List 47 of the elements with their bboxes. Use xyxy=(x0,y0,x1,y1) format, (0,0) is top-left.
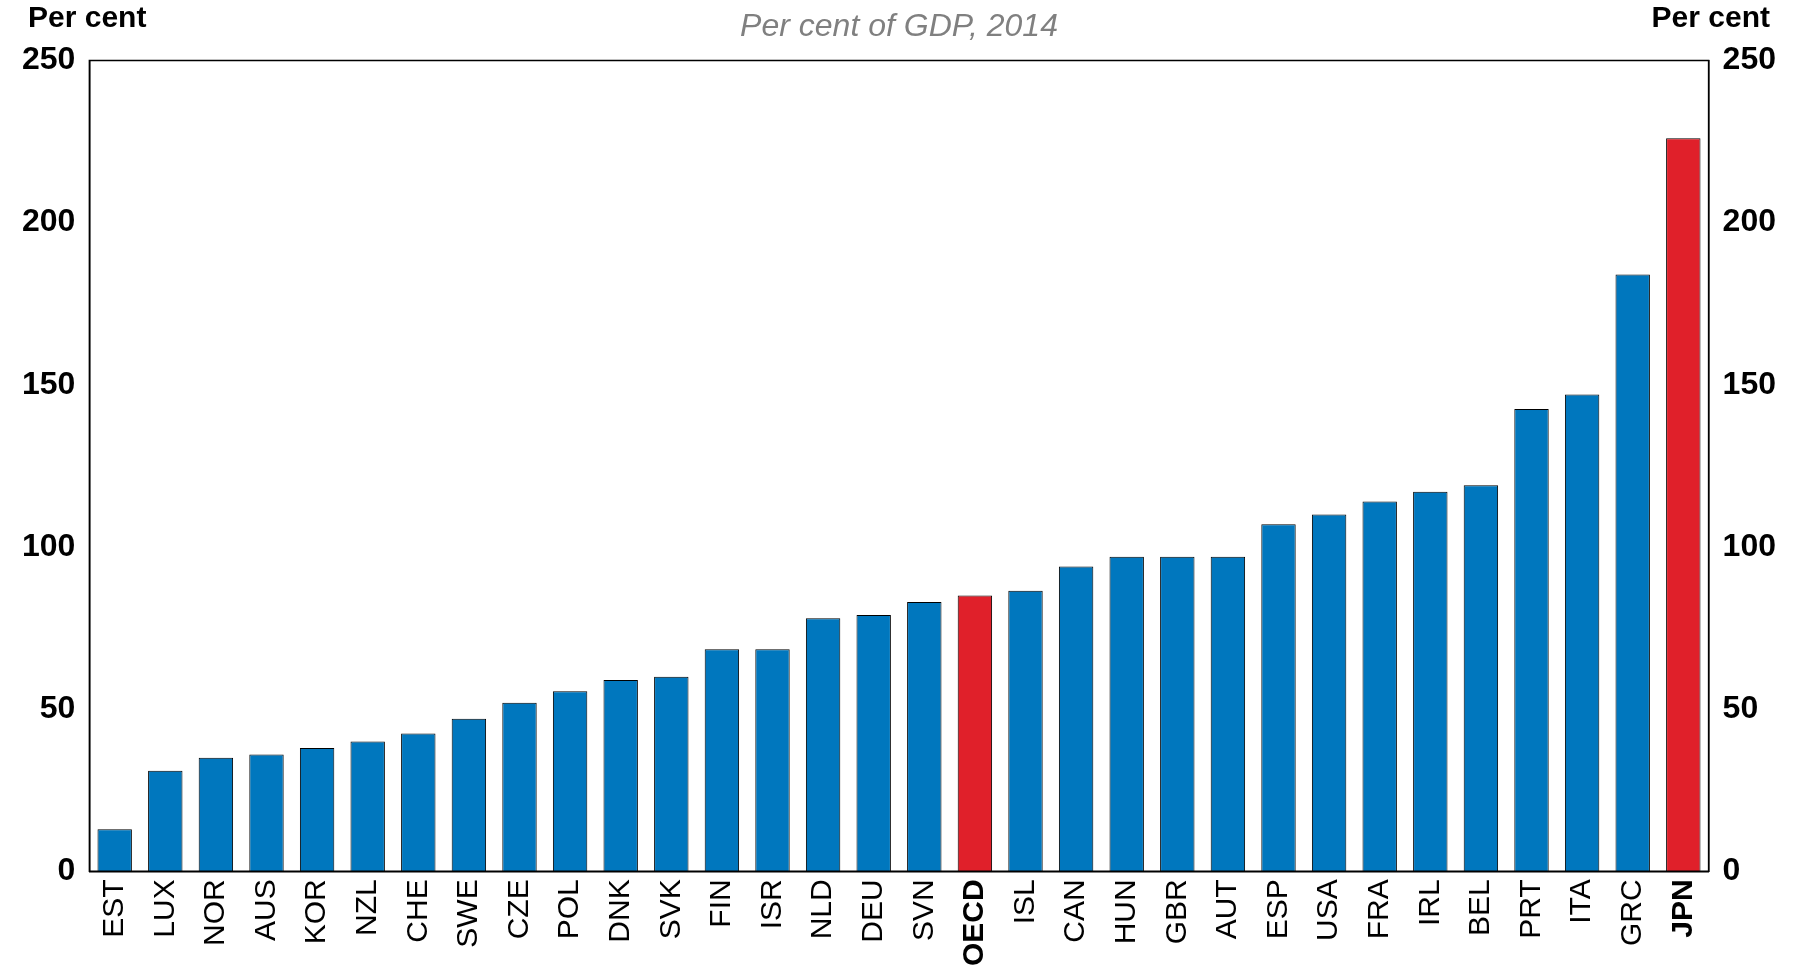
x-tick-label: SWE xyxy=(450,879,484,948)
x-tick-label: AUS xyxy=(247,879,281,942)
x-tick-label: PRT xyxy=(1512,879,1546,939)
y-axis-title: Per cent xyxy=(28,0,147,34)
x-tick-label: CHE xyxy=(399,879,433,943)
x-tick-label: NZL xyxy=(348,879,382,937)
y2-tick-label: 200 xyxy=(1722,202,1776,239)
x-tick-label: CZE xyxy=(500,879,534,940)
x-tick-label: DEU xyxy=(854,879,888,943)
x-tick-label: POL xyxy=(551,879,585,940)
x-tick-label: OECD xyxy=(956,879,990,967)
x-tick-label: NLD xyxy=(804,879,838,940)
y-tick-label: 0 xyxy=(57,851,76,888)
x-tick-label: USA xyxy=(1310,879,1344,942)
y2-axis-title: Per cent xyxy=(1651,0,1771,34)
y2-tick-label: 150 xyxy=(1722,364,1776,401)
y2-tick-label: 100 xyxy=(1722,526,1776,563)
x-tick-label: HUN xyxy=(1107,879,1141,945)
x-tick-label: FRA xyxy=(1360,879,1394,940)
x-tick-label: NOR xyxy=(197,879,231,946)
x-tick-label: FIN xyxy=(703,879,737,928)
x-tick-label: BEL xyxy=(1462,879,1496,937)
x-tick-label: ISR xyxy=(753,879,787,930)
y2-tick-label: 0 xyxy=(1722,851,1741,888)
y-tick-label: 150 xyxy=(22,364,76,401)
x-tick-label: ISL xyxy=(1006,879,1040,925)
x-tick-label: ITA xyxy=(1563,879,1597,924)
x-tick-label: EST xyxy=(95,879,129,938)
x-tick-label: LUX xyxy=(146,879,180,938)
y-tick-label: 200 xyxy=(22,202,76,239)
x-tick-label: SVN xyxy=(905,879,939,942)
x-tick-label: AUT xyxy=(1209,879,1243,940)
x-tick-label: ESP xyxy=(1259,879,1293,940)
y2-tick-label: 250 xyxy=(1722,40,1776,77)
x-tick-label: JPN xyxy=(1664,879,1698,938)
x-tick-label: GRC xyxy=(1613,879,1647,946)
x-tick-label: CAN xyxy=(1057,879,1091,943)
x-tick-label: GBR xyxy=(1158,879,1192,945)
x-tick-label: SVK xyxy=(652,879,686,940)
chart-title: Per cent of GDP, 2014 xyxy=(740,7,1058,44)
y2-tick-label: 50 xyxy=(1722,688,1759,725)
y-tick-label: 100 xyxy=(22,526,76,563)
x-tick-label: KOR xyxy=(298,879,332,945)
y-tick-label: 250 xyxy=(22,40,76,77)
x-tick-label: IRL xyxy=(1411,879,1445,927)
y-tick-label: 50 xyxy=(39,688,76,725)
x-tick-label: DNK xyxy=(601,879,635,943)
